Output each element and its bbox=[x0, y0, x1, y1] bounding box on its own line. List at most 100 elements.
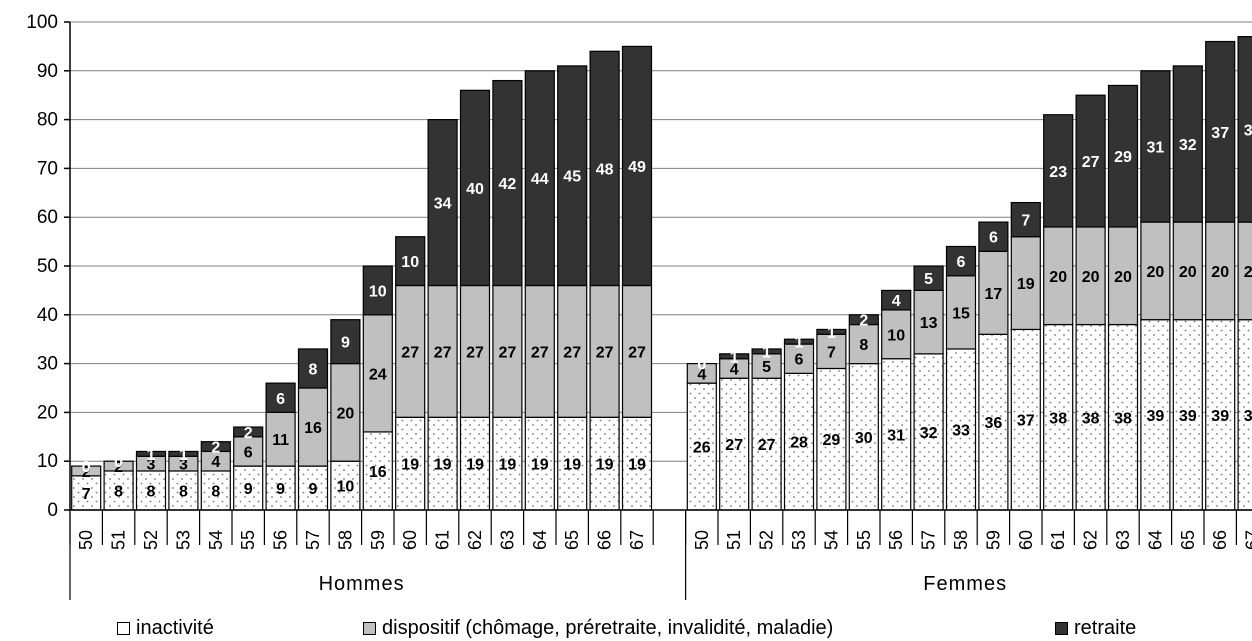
x-tick-label: 61 bbox=[1048, 530, 1068, 550]
bar-dispositif bbox=[881, 309, 912, 360]
data-label-retraite: 48 bbox=[596, 161, 614, 178]
data-label-retraite: 44 bbox=[531, 171, 549, 188]
data-label-inactivite: 28 bbox=[790, 435, 808, 452]
data-label-inactivite: 9 bbox=[309, 481, 318, 498]
x-tick-label: 58 bbox=[951, 530, 971, 550]
bars bbox=[71, 36, 1252, 511]
data-label-inactivite: 8 bbox=[211, 483, 220, 500]
bar-retraite bbox=[1075, 94, 1106, 228]
bar-retraite bbox=[881, 289, 912, 311]
data-label-dispositif: 20 bbox=[1147, 264, 1165, 281]
bar-inactivite bbox=[233, 465, 264, 511]
data-label-dispositif: 27 bbox=[499, 344, 517, 361]
y-tick-label: 20 bbox=[37, 402, 58, 423]
legend-item-dispositif: dispositif (chômage, préretraite, invali… bbox=[363, 617, 833, 640]
legend-item-retraite: retraite bbox=[1055, 617, 1136, 640]
data-label-inactivite: 19 bbox=[628, 457, 646, 474]
data-label-dispositif: 5 bbox=[762, 359, 771, 376]
data-label-inactivite: 38 bbox=[1049, 410, 1067, 427]
x-tick-label: 51 bbox=[724, 530, 744, 550]
x-tick-label: 50 bbox=[76, 530, 96, 550]
data-labels: 7208208318318429629116916810209162410192… bbox=[82, 122, 1252, 503]
bar-retraite bbox=[459, 89, 491, 287]
data-label-dispositif: 27 bbox=[466, 344, 484, 361]
data-label-inactivite: 7 bbox=[82, 486, 91, 503]
data-label-inactivite: 29 bbox=[823, 432, 841, 449]
data-label-retraite: 4 bbox=[892, 293, 901, 310]
bar-dispositif bbox=[751, 353, 782, 379]
bar-dispositif bbox=[1237, 221, 1252, 321]
data-label-retraite: 23 bbox=[1049, 164, 1067, 181]
data-label-retraite: 1 bbox=[730, 349, 739, 366]
data-label-inactivite: 30 bbox=[855, 430, 873, 447]
x-tick-label: 67 bbox=[627, 530, 647, 550]
y-tick-label: 70 bbox=[37, 158, 58, 179]
data-label-inactivite: 16 bbox=[369, 464, 387, 481]
data-label-dispositif: 27 bbox=[596, 344, 614, 361]
stacked-bar-chart: 7208208318318429629116916810209162410192… bbox=[26, 12, 1252, 600]
bar-retraite bbox=[557, 65, 588, 287]
data-label-retraite: 10 bbox=[369, 283, 387, 300]
bar-dispositif bbox=[557, 284, 588, 418]
data-label-retraite: 1 bbox=[762, 344, 771, 361]
data-label-inactivite: 33 bbox=[952, 422, 970, 439]
data-label-retraite: 6 bbox=[276, 391, 285, 408]
data-label-retraite: 1 bbox=[827, 325, 836, 342]
data-label-retraite: 49 bbox=[628, 159, 646, 176]
bar-inactivite bbox=[621, 416, 653, 511]
data-label-inactivite: 10 bbox=[337, 479, 355, 496]
bar-inactivite bbox=[427, 416, 458, 511]
x-tick-label: 65 bbox=[562, 530, 582, 550]
bar-retraite bbox=[265, 382, 296, 413]
data-label-retraite: 29 bbox=[1114, 149, 1132, 166]
bar-retraite bbox=[783, 338, 815, 345]
bar-dispositif bbox=[265, 411, 296, 467]
bar-dispositif bbox=[297, 387, 329, 467]
bar-dispositif bbox=[103, 460, 134, 472]
data-label-inactivite: 39 bbox=[1244, 408, 1252, 425]
data-label-retraite: 2 bbox=[859, 313, 868, 330]
data-label-inactivite: 19 bbox=[499, 457, 517, 474]
legend-label-retraite: retraite bbox=[1074, 617, 1137, 639]
bar-retraite bbox=[913, 265, 944, 291]
bar-retraite bbox=[848, 314, 879, 326]
data-label-dispositif: 10 bbox=[887, 327, 905, 344]
bar-retraite bbox=[395, 236, 426, 287]
data-label-inactivite: 19 bbox=[401, 457, 419, 474]
data-label-retraite: 2 bbox=[244, 425, 253, 442]
legend-label-dispositif: dispositif (chômage, préretraite, invali… bbox=[382, 617, 834, 639]
bar-dispositif bbox=[1043, 226, 1074, 326]
data-label-dispositif: 27 bbox=[628, 344, 646, 361]
data-label-retraite: 27 bbox=[1082, 154, 1100, 171]
legend-label-inactivite: inactivité bbox=[136, 617, 214, 639]
x-tick-label: 53 bbox=[173, 530, 193, 550]
bar-retraite bbox=[330, 319, 361, 365]
bar-dispositif bbox=[233, 436, 264, 467]
gridlines bbox=[70, 21, 1252, 462]
data-label-retraite: 8 bbox=[309, 361, 318, 378]
data-label-inactivite: 9 bbox=[244, 481, 253, 498]
bar-dispositif bbox=[913, 289, 944, 355]
bar-retraite bbox=[297, 348, 329, 389]
bar-dispositif bbox=[1107, 226, 1139, 326]
data-label-dispositif: 4 bbox=[697, 366, 706, 383]
data-label-inactivite: 8 bbox=[114, 483, 123, 500]
bar-retraite bbox=[589, 50, 620, 287]
data-label-dispositif: 13 bbox=[920, 315, 938, 332]
bar-inactivite bbox=[686, 382, 717, 511]
data-label-dispositif: 6 bbox=[244, 444, 253, 461]
data-label-retraite: 5 bbox=[924, 271, 933, 288]
bar-dispositif bbox=[783, 343, 815, 374]
x-tick-label: 52 bbox=[141, 530, 161, 550]
bar-dispositif bbox=[1172, 221, 1203, 321]
data-label-retraite: 34 bbox=[434, 196, 452, 213]
data-label-dispositif: 27 bbox=[401, 344, 419, 361]
x-tick-label: 67 bbox=[1243, 530, 1252, 550]
data-label-inactivite: 39 bbox=[1211, 408, 1229, 425]
legend-swatch-inactivite bbox=[117, 622, 130, 635]
bar-dispositif bbox=[686, 363, 717, 384]
y-tick-label: 0 bbox=[47, 500, 58, 521]
data-label-dispositif: 4 bbox=[211, 454, 220, 471]
bar-retraite bbox=[1237, 36, 1252, 223]
data-label-inactivite: 32 bbox=[920, 425, 938, 442]
